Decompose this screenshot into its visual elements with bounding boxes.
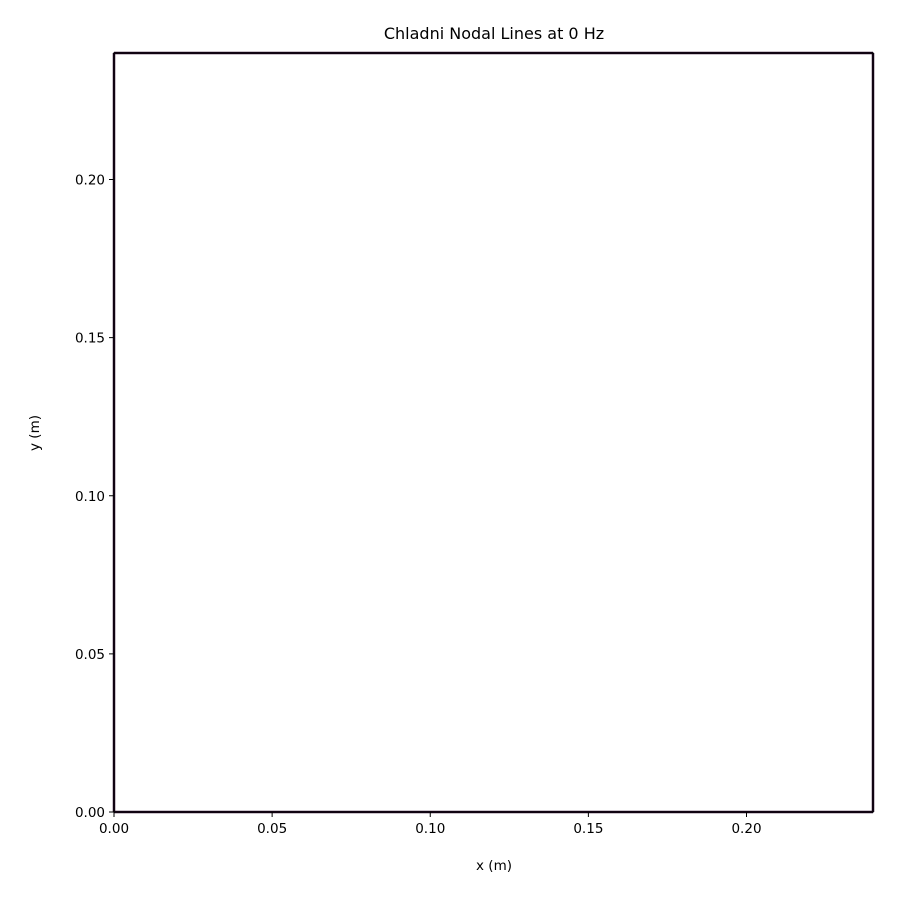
y-axis-label: y (m) xyxy=(27,415,43,451)
x-tick-label: 0.05 xyxy=(257,821,287,837)
x-tick-label: 0.00 xyxy=(99,821,129,837)
x-axis-ticks: 0.00 0.05 0.10 0.15 0.20 xyxy=(99,812,762,837)
x-tick-label: 0.10 xyxy=(415,821,445,837)
axes-frame xyxy=(113,52,874,813)
y-tick-label: 0.15 xyxy=(75,331,105,347)
plot-area xyxy=(112,51,875,814)
y-tick-label: 0.10 xyxy=(75,489,105,505)
y-tick-label: 0.20 xyxy=(75,173,105,189)
x-tick-label: 0.20 xyxy=(731,821,761,837)
y-tick-label: 0.00 xyxy=(75,805,105,821)
x-axis-label: x (m) xyxy=(476,858,512,874)
y-tick-label: 0.05 xyxy=(75,647,105,663)
x-tick-label: 0.15 xyxy=(573,821,603,837)
chart-title: Chladni Nodal Lines at 0 Hz xyxy=(384,24,604,43)
y-axis-ticks: 0.00 0.05 0.10 0.15 0.20 xyxy=(75,173,114,821)
